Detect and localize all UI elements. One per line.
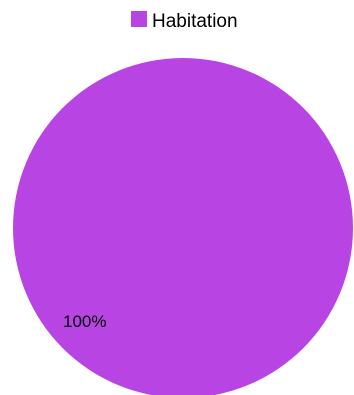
data-label-habitation: 100% — [63, 312, 106, 331]
legend: Habitation — [131, 11, 238, 32]
legend-swatch-habitation — [131, 11, 147, 27]
pie-slice-habitation — [13, 58, 353, 395]
pie-slices — [13, 58, 353, 395]
pie-data-labels: 100% — [63, 312, 106, 331]
legend-label-habitation: Habitation — [152, 11, 238, 32]
